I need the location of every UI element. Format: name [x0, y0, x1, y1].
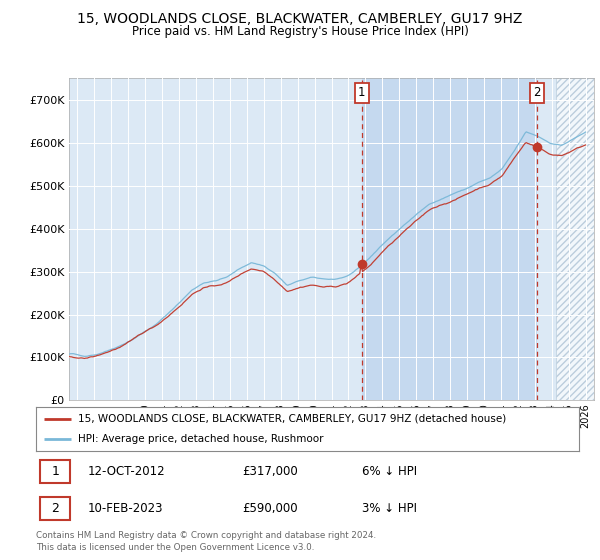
Text: Price paid vs. HM Land Registry's House Price Index (HPI): Price paid vs. HM Land Registry's House … [131, 25, 469, 38]
Text: 15, WOODLANDS CLOSE, BLACKWATER, CAMBERLEY, GU17 9HZ (detached house): 15, WOODLANDS CLOSE, BLACKWATER, CAMBERL… [79, 414, 506, 424]
Text: Contains HM Land Registry data © Crown copyright and database right 2024.
This d: Contains HM Land Registry data © Crown c… [36, 531, 376, 552]
Bar [556, 78, 594, 400]
Bar [362, 78, 537, 400]
Bar [40, 497, 70, 520]
Text: 1: 1 [52, 465, 59, 478]
Text: 3% ↓ HPI: 3% ↓ HPI [362, 502, 417, 515]
Text: 2: 2 [533, 86, 541, 99]
Text: 6% ↓ HPI: 6% ↓ HPI [362, 465, 417, 478]
Bar [40, 460, 70, 483]
Text: 12-OCT-2012: 12-OCT-2012 [88, 465, 165, 478]
Text: £590,000: £590,000 [242, 502, 298, 515]
Text: 1: 1 [358, 86, 365, 99]
Text: 15, WOODLANDS CLOSE, BLACKWATER, CAMBERLEY, GU17 9HZ: 15, WOODLANDS CLOSE, BLACKWATER, CAMBERL… [77, 12, 523, 26]
Text: £317,000: £317,000 [242, 465, 298, 478]
Text: 2: 2 [52, 502, 59, 515]
Bar [556, 78, 594, 400]
Text: 10-FEB-2023: 10-FEB-2023 [88, 502, 163, 515]
Text: HPI: Average price, detached house, Rushmoor: HPI: Average price, detached house, Rush… [79, 434, 324, 444]
